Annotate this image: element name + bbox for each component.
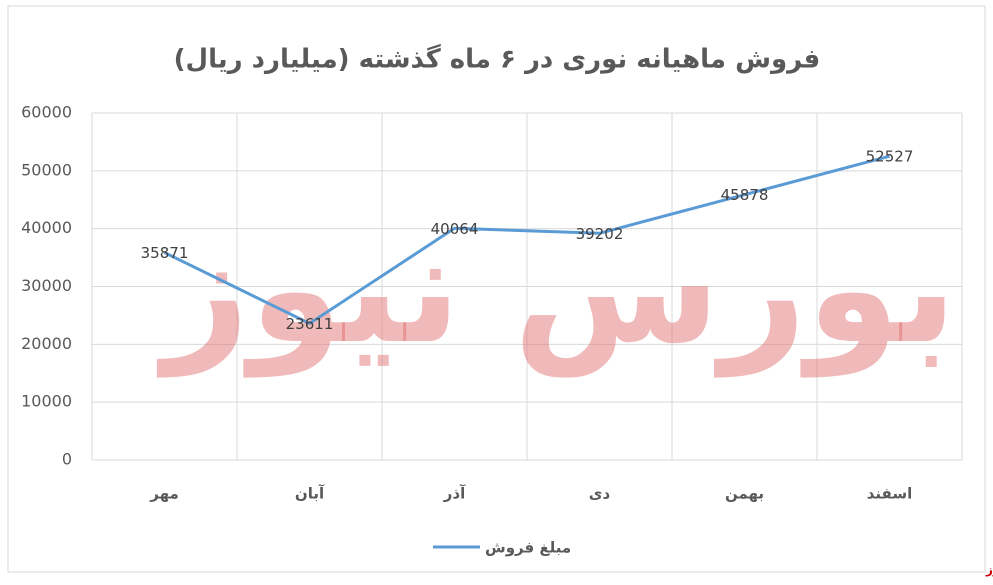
y-tick-label: 0 (62, 450, 72, 469)
data-label: 35871 (141, 244, 189, 262)
x-tick-label: آبان (295, 485, 325, 503)
x-tick-label: دی (589, 485, 611, 503)
data-label: 23611 (286, 315, 334, 333)
watermark: بورس نیوز (156, 203, 957, 378)
x-tick-label: مهر (149, 485, 179, 503)
chart-title: فروش ماهیانه نوری در ۶ ماه گذشته (میلیار… (174, 44, 821, 75)
y-tick-label: 50000 (21, 160, 72, 179)
y-tick-label: 20000 (21, 334, 72, 353)
series-line (163, 154, 890, 325)
chart-frame (7, 5, 986, 573)
legend-label: مبلغ فروش (485, 539, 571, 557)
data-label: 40064 (431, 220, 479, 238)
x-tick-label: آذر (443, 485, 466, 503)
y-tick-label: 40000 (21, 218, 72, 237)
data-label: 45878 (721, 186, 769, 204)
y-tick-label: 10000 (21, 392, 72, 411)
data-label: 39202 (576, 225, 624, 243)
data-label: 52527 (866, 148, 914, 166)
source-label: بورس نیوز (985, 563, 993, 578)
y-tick-label: 60000 (21, 103, 72, 122)
x-tick-label: اسفند (867, 485, 912, 503)
y-tick-label: 30000 (21, 276, 72, 295)
x-tick-label: بهمن (725, 485, 764, 503)
